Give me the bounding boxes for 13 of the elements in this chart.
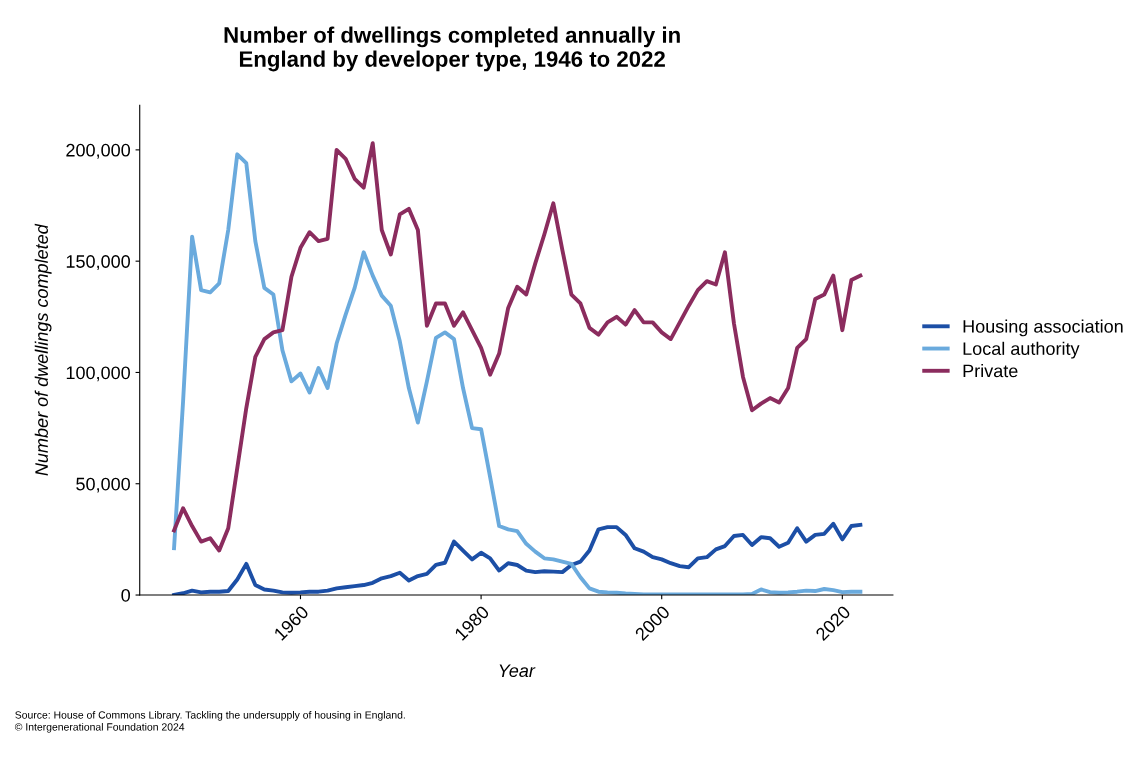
y-tick-label: 150,000 bbox=[66, 255, 130, 271]
x-axis-title: Year bbox=[499, 664, 536, 678]
chart-title: Number of dwellings completed annually in England by developer type, 1946 to 2022 bbox=[224, 26, 680, 72]
legend-label: Private bbox=[963, 364, 1018, 378]
y-tick-label: 50,000 bbox=[76, 477, 130, 493]
y-tick-label: 200,000 bbox=[66, 143, 130, 159]
line-series bbox=[172, 521, 863, 596]
y-tick-label: 0 bbox=[121, 588, 130, 602]
source-note: Source: House of Commons Library. Tackling the undersupply of housing in England. © Intergenerational Foundation 2024 bbox=[14, 711, 405, 733]
y-axis-title: Number of dwellings completed bbox=[34, 223, 52, 476]
y-tick-label: 100,000 bbox=[66, 366, 130, 382]
legend-label: Housing association bbox=[963, 319, 1123, 337]
legend-label: Local authority bbox=[963, 341, 1080, 359]
